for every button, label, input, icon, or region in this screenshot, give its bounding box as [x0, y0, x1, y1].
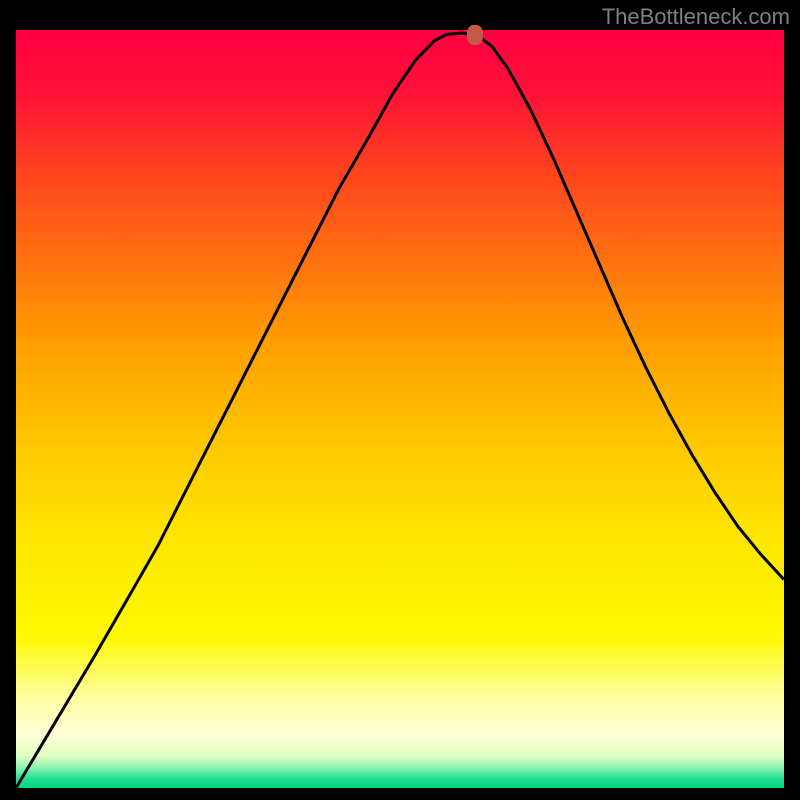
watermark-text: TheBottleneck.com — [602, 4, 790, 30]
chart-curve — [16, 30, 784, 788]
chart-plot-area — [16, 30, 784, 788]
chart-min-marker — [467, 25, 483, 45]
